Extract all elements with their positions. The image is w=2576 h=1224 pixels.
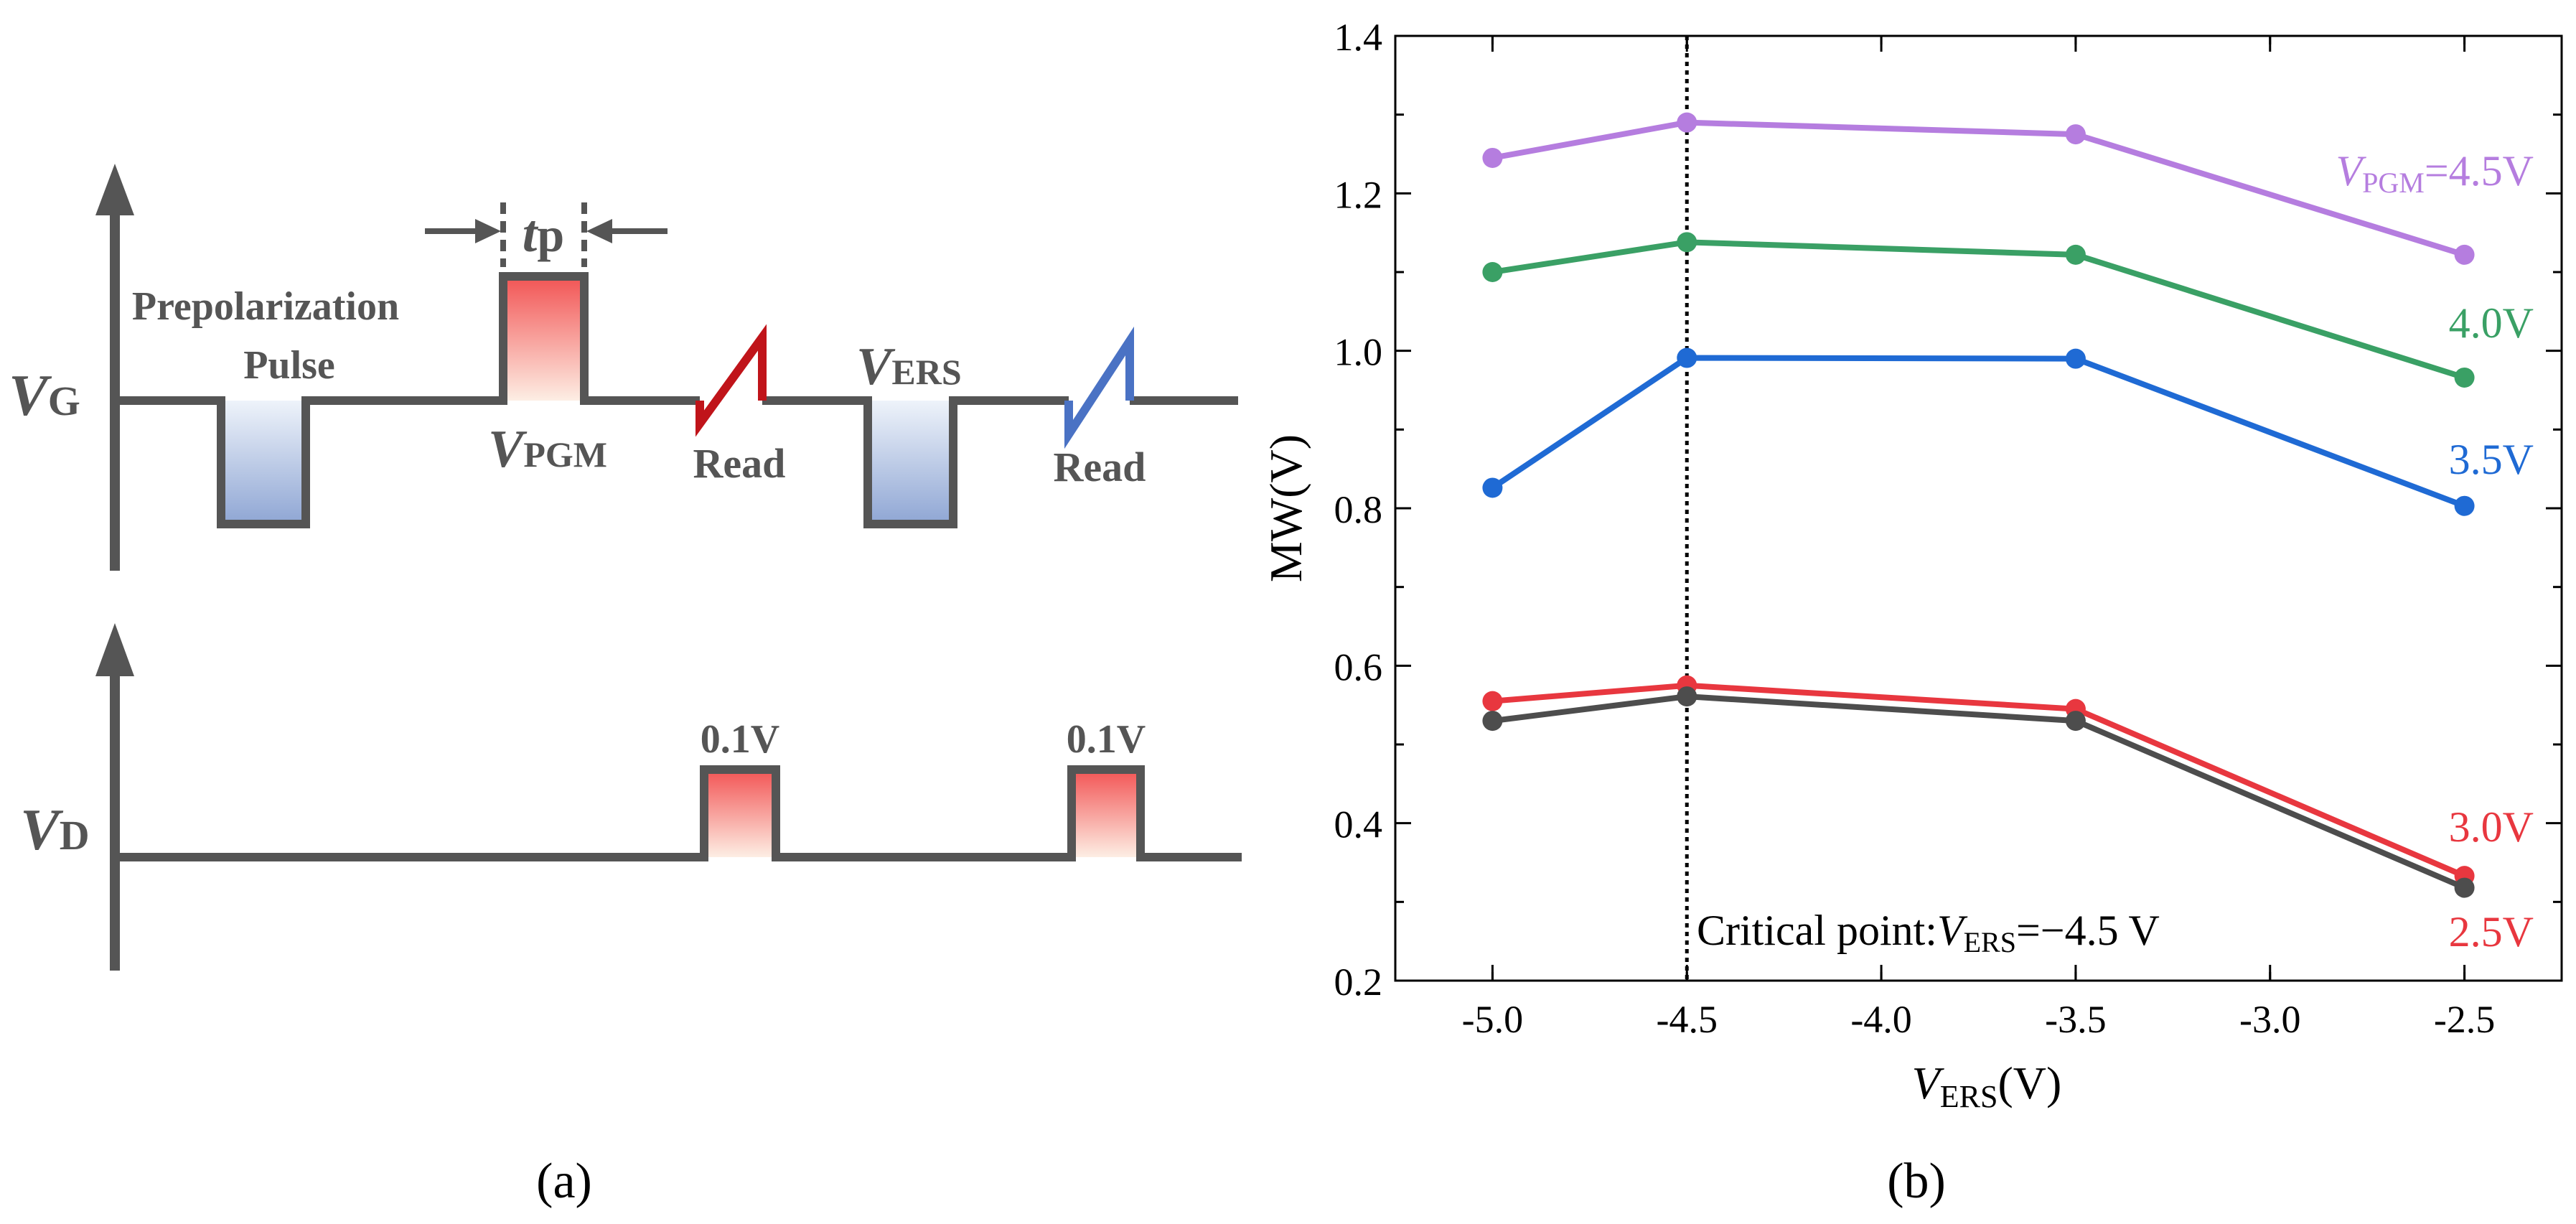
data-point: [2065, 711, 2086, 732]
data-point: [2454, 495, 2475, 516]
data-point: [2454, 244, 2475, 265]
data-point: [1677, 232, 1697, 253]
read-label-2: Read: [1054, 444, 1146, 490]
series-2-5v: [1482, 686, 2475, 898]
data-point: [2065, 348, 2086, 369]
data-point: [1482, 691, 1503, 711]
vg-axis-arrow-icon: [95, 164, 134, 215]
series-group: [1482, 112, 2475, 898]
data-point: [1482, 711, 1503, 732]
y-tick-label: 1.0: [1334, 331, 1383, 374]
vers-label: VERS: [856, 337, 962, 396]
read-label-1: Read: [693, 440, 786, 487]
vd-pulse-1-fill: [704, 770, 776, 857]
vd-pulse-2-fill: [1072, 770, 1141, 857]
data-point: [1482, 262, 1503, 282]
vd-waveform: [115, 765, 1242, 861]
x-tick-label: -4.5: [1657, 998, 1718, 1041]
series-3-5v: [1482, 347, 2475, 516]
y-tick-label: 1.2: [1334, 173, 1383, 216]
read-ramp-2: [1064, 326, 1134, 449]
curve-label-2-5v: 2.5V: [2449, 908, 2534, 956]
data-point: [1482, 147, 1503, 168]
curve-label-4-5v: VPGM=4.5V: [2336, 147, 2534, 199]
series-line: [1492, 682, 2466, 879]
x-tick-label: -4.0: [1850, 998, 1911, 1041]
x-tick-label: -3.0: [2239, 998, 2300, 1041]
tp-arrow-right-icon: [586, 219, 612, 243]
vd-pulse-2-label: 0.1V: [1067, 717, 1146, 762]
vpgm-label: VPGM: [488, 420, 607, 479]
y-tick-label: 0.2: [1334, 961, 1383, 1004]
data-point: [1482, 477, 1503, 498]
x-tick-label: -5.0: [1462, 998, 1523, 1041]
curve-label-4-0v: 4.0V: [2449, 299, 2534, 347]
x-axis-label: VERS(V): [1912, 1057, 2062, 1114]
prepolarization-label-line2: Pulse: [243, 343, 335, 388]
program-pulse-fill: [503, 276, 584, 401]
curve-label-3-0v: 3.0V: [2449, 803, 2534, 851]
vd-label: VD: [20, 797, 90, 862]
y-tick-label: 1.4: [1334, 16, 1383, 59]
x-tick-label: -2.5: [2434, 998, 2495, 1041]
data-point: [2065, 244, 2086, 265]
vd-pulse-1-label: 0.1V: [701, 717, 779, 762]
prepolarization-label-line1: Prepolarization: [132, 284, 399, 329]
data-point: [1677, 686, 1697, 707]
data-point: [2454, 367, 2475, 388]
series-line: [1491, 239, 2465, 380]
panel-a-waveforms: VG Prepolarization Pulse tp VPGM VERS Re…: [9, 164, 1242, 1209]
data-point: [2454, 877, 2475, 898]
panel-b-chart: 0.2 0.4 0.6 0.8 1.0 1.2 1.4 -5.0 -4.5 -4.0 -3.5 -3.…: [1260, 16, 2563, 1209]
prepolarization-pulse-fill: [221, 401, 306, 524]
tp-arrow-left-icon: [475, 219, 501, 243]
read-ramp-1: [695, 324, 767, 437]
series-4-0v: [1482, 232, 2475, 388]
series-line: [1491, 119, 2465, 258]
vg-waveform: [115, 272, 700, 528]
y-tick-label: 0.8: [1334, 488, 1383, 531]
vd-axis-arrow-icon: [95, 623, 134, 676]
tp-label: tp: [523, 205, 564, 263]
data-point: [2065, 124, 2086, 145]
y-axis-label: MW(V): [1260, 434, 1311, 582]
data-point: [1677, 347, 1697, 368]
erase-pulse-fill: [868, 401, 953, 524]
series-vpgm-4-5v: [1482, 112, 2475, 265]
y-tick-label: 0.4: [1334, 803, 1383, 846]
curve-label-3-5v: 3.5V: [2449, 436, 2534, 483]
y-tick-label: 0.6: [1334, 645, 1383, 688]
caption-b: (b): [1887, 1154, 1946, 1209]
series-3-0v: [1482, 675, 2475, 887]
caption-a: (a): [536, 1154, 592, 1209]
vg-label: VG: [9, 363, 80, 428]
critical-point-annotation: Critical point:VERS=−4.5 V: [1697, 907, 2160, 958]
axis-ticks: 0.2 0.4 0.6 0.8 1.0 1.2 1.4 -5.0 -4.5 -4.0 -3.5 -3.…: [1334, 16, 2562, 1041]
vg-waveform-erase-segment: [762, 396, 1069, 528]
series-line: [1491, 693, 2466, 891]
data-point: [1677, 112, 1697, 133]
x-tick-label: -3.5: [2045, 998, 2106, 1041]
series-line: [1491, 355, 2465, 509]
